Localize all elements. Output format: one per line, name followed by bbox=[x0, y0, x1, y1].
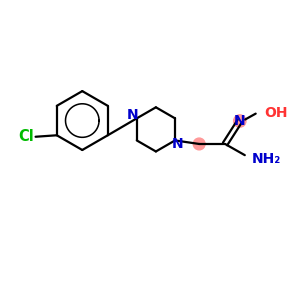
Text: N: N bbox=[234, 114, 246, 128]
Text: N: N bbox=[171, 137, 183, 151]
Text: NH₂: NH₂ bbox=[252, 152, 281, 166]
Circle shape bbox=[193, 138, 205, 150]
Text: OH: OH bbox=[264, 106, 287, 120]
Text: Cl: Cl bbox=[18, 129, 34, 144]
Text: N: N bbox=[127, 108, 138, 122]
Circle shape bbox=[234, 115, 246, 127]
